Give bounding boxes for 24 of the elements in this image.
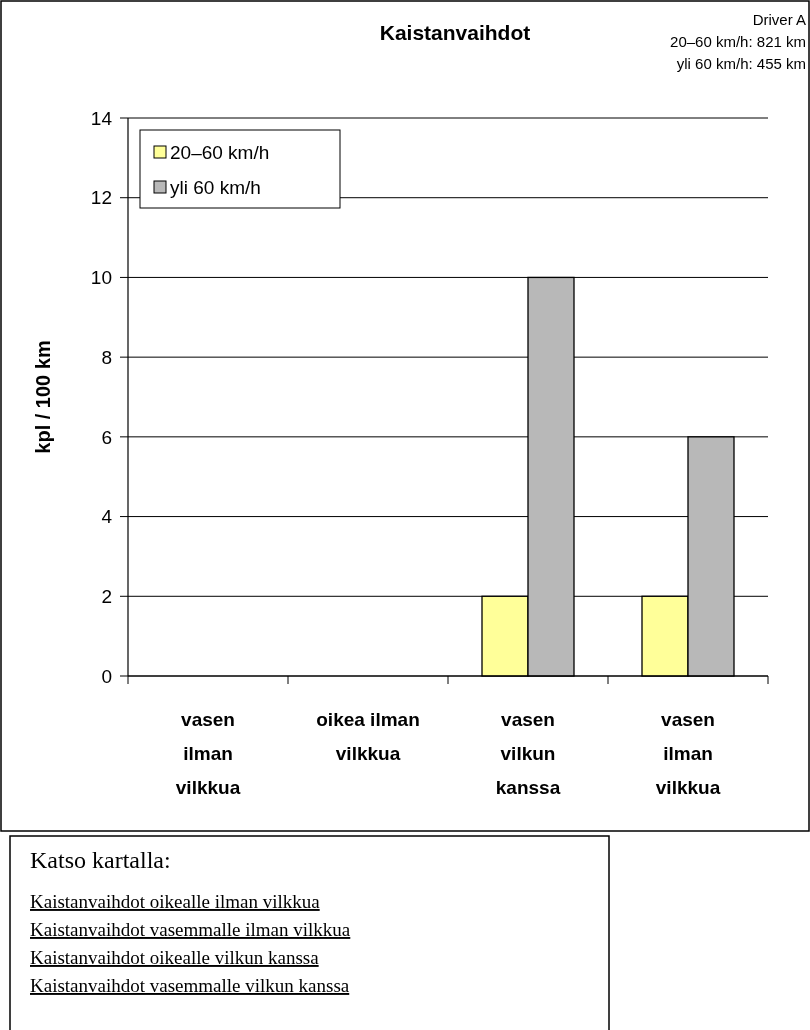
- x-tick-label: vasen ilman vilkkua: [175, 709, 241, 798]
- y-tick-label: 14: [90, 107, 113, 129]
- text: Katso kartalla:: [30, 847, 171, 873]
- x-tick-label: vasen ilman vilkkua: [655, 709, 721, 798]
- text: Kaistanvaihdot vasemmalle ilman vilkkua: [30, 919, 351, 940]
- chart-title: Kaistanvaihdot: [379, 21, 531, 44]
- x-tick-label: vasen vilkun kanssa: [495, 709, 561, 798]
- y-tick-label: 6: [101, 426, 112, 448]
- y-tick-label: 8: [101, 346, 112, 368]
- y-tick-label: 0: [101, 665, 112, 687]
- text: Kaistanvaihdot oikealle vilkun kanssa: [30, 947, 320, 968]
- x-tick-label: oikea ilman vilkkua: [316, 709, 420, 764]
- y-axis-title: kpl / 100 km: [32, 340, 54, 454]
- text: Kaistanvaihdot oikealle ilman vilkkua: [30, 891, 321, 912]
- text: Driver A: [752, 11, 806, 28]
- text: 20–60 km/h: 821 km: [670, 33, 806, 50]
- legend-label: yli 60 km/h: [170, 176, 261, 198]
- text: yli 60 km/h: 455 km: [676, 55, 806, 72]
- y-tick-label: 10: [90, 267, 112, 289]
- y-tick-label: 4: [101, 506, 113, 528]
- text: Kaistanvaihdot vasemmalle vilkun kanssa: [30, 975, 350, 996]
- y-tick-label: 12: [90, 187, 112, 209]
- legend-label: 20–60 km/h: [170, 141, 270, 163]
- y-tick-label: 2: [101, 585, 112, 607]
